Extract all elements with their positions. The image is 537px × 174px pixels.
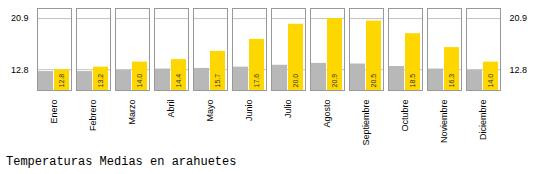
svg-text:Febrero: Febrero bbox=[88, 100, 98, 132]
html-text:Temperaturas Medias en arahuet: Temperaturas Medias en arahuetes bbox=[6, 155, 237, 169]
svg-text:Marzo: Marzo bbox=[127, 100, 137, 125]
svg-text:12.8: 12.8 bbox=[510, 65, 528, 75]
svg-text:Noviembre: Noviembre bbox=[439, 100, 449, 144]
svg-text:15.7: 15.7 bbox=[214, 74, 221, 88]
svg-text:20.5: 20.5 bbox=[370, 74, 377, 88]
svg-text:Julio: Julio bbox=[283, 100, 293, 119]
svg-text:14.0: 14.0 bbox=[136, 74, 143, 88]
svg-text:18.5: 18.5 bbox=[409, 74, 416, 88]
svg-text:14.0: 14.0 bbox=[487, 74, 494, 88]
svg-text:Octubre: Octubre bbox=[400, 100, 410, 132]
svg-text:Enero: Enero bbox=[49, 100, 59, 124]
svg-text:20.9: 20.9 bbox=[510, 13, 528, 23]
svg-text:Diciembre: Diciembre bbox=[478, 100, 488, 141]
svg-text:14.4: 14.4 bbox=[175, 74, 182, 88]
svg-text:20.9: 20.9 bbox=[331, 74, 338, 88]
svg-text:17.6: 17.6 bbox=[253, 74, 260, 88]
svg-text:13.2: 13.2 bbox=[97, 74, 104, 88]
svg-text:16.3: 16.3 bbox=[448, 74, 455, 88]
svg-text:20.9: 20.9 bbox=[11, 13, 29, 23]
svg-text:Mayo: Mayo bbox=[205, 100, 215, 122]
svg-text:Agosto: Agosto bbox=[322, 100, 332, 128]
svg-text:12.8: 12.8 bbox=[58, 74, 65, 88]
svg-text:20.0: 20.0 bbox=[292, 74, 299, 88]
svg-text:Septiembre: Septiembre bbox=[361, 100, 371, 146]
svg-text:12.8: 12.8 bbox=[11, 65, 29, 75]
svg-text:Abril: Abril bbox=[166, 100, 176, 118]
svg-text:Junio: Junio bbox=[244, 100, 254, 122]
